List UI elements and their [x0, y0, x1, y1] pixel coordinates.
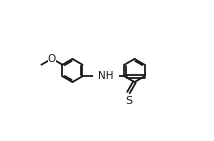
Text: NH: NH: [98, 71, 114, 81]
Text: S: S: [125, 96, 132, 106]
Text: O: O: [48, 54, 56, 64]
